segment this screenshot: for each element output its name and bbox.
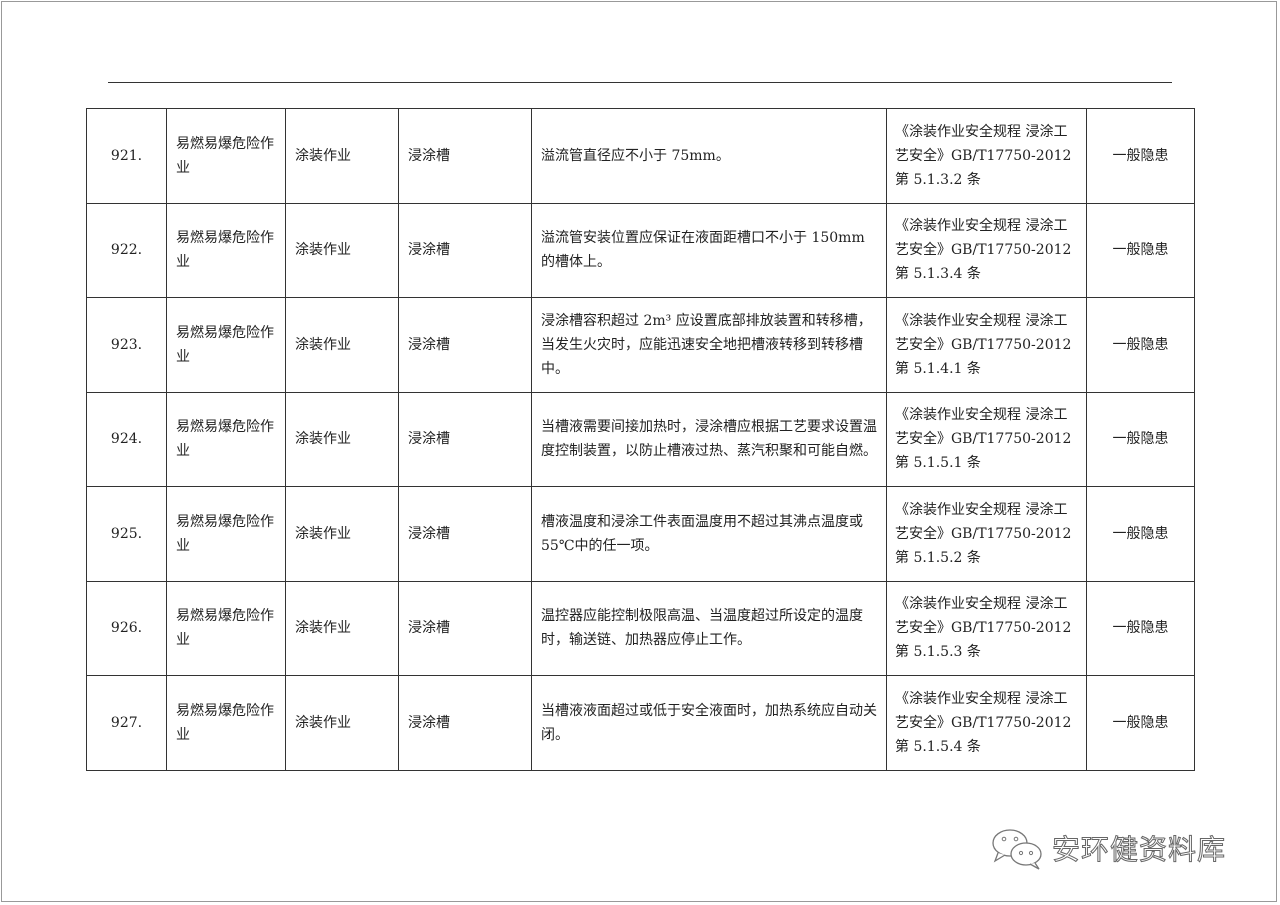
basis-cell: 《涂装作业安全规程 浸涂工艺安全》GB/T17750-2012 第 5.1.5.… [886, 391, 1087, 487]
row-number: 925. [86, 486, 167, 582]
location-cell: 浸涂槽 [398, 202, 532, 298]
content-cell: 当槽液液面超过或低于安全液面时，加热系统应自动关闭。 [531, 675, 887, 771]
operation-cell: 涂装作业 [285, 108, 399, 204]
table-row: 926. 易燃易爆危险作业 涂装作业 浸涂槽 温控器应能控制极限高温、当温度超过所设定的… [86, 580, 1195, 676]
hazard-table: 921. 易燃易爆危险作业 涂装作业 浸涂槽 溢流管直径应不小于 75mm。 《涂装作业安… [86, 108, 1195, 771]
category-cell: 易燃易爆危险作业 [166, 486, 286, 582]
table-row: 923. 易燃易爆危险作业 涂装作业 浸涂槽 浸涂槽容积超过 2m³ 应设置底部排放装置… [86, 297, 1195, 393]
operation-cell: 涂装作业 [285, 675, 399, 771]
header-rule [108, 82, 1172, 83]
row-number: 923. [86, 297, 167, 393]
basis-cell: 《涂装作业安全规程 浸涂工艺安全》GB/T17750-2012 第 5.1.5.… [886, 675, 1087, 771]
operation-cell: 涂装作业 [285, 486, 399, 582]
table-row: 925. 易燃易爆危险作业 涂装作业 浸涂槽 槽液温度和浸涂工件表面温度用不超过其沸点温… [86, 486, 1195, 582]
content-cell: 当槽液需要间接加热时，浸涂槽应根据工艺要求设置温度控制装置，以防止槽液过热、蒸汽… [531, 391, 887, 487]
basis-cell: 《涂装作业安全规程 浸涂工艺安全》GB/T17750-2012 第 5.1.3.… [886, 108, 1087, 204]
level-cell: 一般隐患 [1086, 675, 1195, 771]
level-cell: 一般隐患 [1086, 297, 1195, 393]
level-cell: 一般隐患 [1086, 580, 1195, 676]
operation-cell: 涂装作业 [285, 202, 399, 298]
operation-cell: 涂装作业 [285, 580, 399, 676]
row-number: 922. [86, 202, 167, 298]
location-cell: 浸涂槽 [398, 580, 532, 676]
table-row: 922. 易燃易爆危险作业 涂装作业 浸涂槽 溢流管安装位置应保证在液面距槽口不小于 1… [86, 202, 1195, 298]
wechat-icon [992, 829, 1042, 870]
table-row: 927. 易燃易爆危险作业 涂装作业 浸涂槽 当槽液液面超过或低于安全液面时，加热系统应… [86, 675, 1195, 771]
row-number: 927. [86, 675, 167, 771]
location-cell: 浸涂槽 [398, 108, 532, 204]
content-cell: 槽液温度和浸涂工件表面温度用不超过其沸点温度或 55℃中的任一项。 [531, 486, 887, 582]
level-cell: 一般隐患 [1086, 391, 1195, 487]
location-cell: 浸涂槽 [398, 675, 532, 771]
operation-cell: 涂装作业 [285, 297, 399, 393]
content-cell: 浸涂槽容积超过 2m³ 应设置底部排放装置和转移槽，当发生火灾时，应能迅速安全地… [531, 297, 887, 393]
category-cell: 易燃易爆危险作业 [166, 580, 286, 676]
basis-cell: 《涂装作业安全规程 浸涂工艺安全》GB/T17750-2012 第 5.1.5.… [886, 580, 1087, 676]
table-row: 924. 易燃易爆危险作业 涂装作业 浸涂槽 当槽液需要间接加热时，浸涂槽应根据工艺要求… [86, 391, 1195, 487]
content-cell: 溢流管安装位置应保证在液面距槽口不小于 150mm 的槽体上。 [531, 202, 887, 298]
location-cell: 浸涂槽 [398, 486, 532, 582]
table-row: 921. 易燃易爆危险作业 涂装作业 浸涂槽 溢流管直径应不小于 75mm。 《涂装作业安… [86, 108, 1195, 204]
level-cell: 一般隐患 [1086, 202, 1195, 298]
operation-cell: 涂装作业 [285, 391, 399, 487]
category-cell: 易燃易爆危险作业 [166, 297, 286, 393]
basis-cell: 《涂装作业安全规程 浸涂工艺安全》GB/T17750-2012 第 5.1.3.… [886, 202, 1087, 298]
watermark: 安环健资料库 [990, 826, 1226, 870]
category-cell: 易燃易爆危险作业 [166, 108, 286, 204]
level-cell: 一般隐患 [1086, 108, 1195, 204]
category-cell: 易燃易爆危险作业 [166, 202, 286, 298]
category-cell: 易燃易爆危险作业 [166, 391, 286, 487]
basis-cell: 《涂装作业安全规程 浸涂工艺安全》GB/T17750-2012 第 5.1.5.… [886, 486, 1087, 582]
location-cell: 浸涂槽 [398, 297, 532, 393]
level-cell: 一般隐患 [1086, 486, 1195, 582]
row-number: 921. [86, 108, 167, 204]
row-number: 926. [86, 580, 167, 676]
watermark-text: 安环健资料库 [1051, 833, 1227, 867]
row-number: 924. [86, 391, 167, 487]
content-cell: 溢流管直径应不小于 75mm。 [531, 108, 887, 204]
content-cell: 温控器应能控制极限高温、当温度超过所设定的温度时，输送链、加热器应停止工作。 [531, 580, 887, 676]
location-cell: 浸涂槽 [398, 391, 532, 487]
basis-cell: 《涂装作业安全规程 浸涂工艺安全》GB/T17750-2012 第 5.1.4.… [886, 297, 1087, 393]
category-cell: 易燃易爆危险作业 [166, 675, 286, 771]
